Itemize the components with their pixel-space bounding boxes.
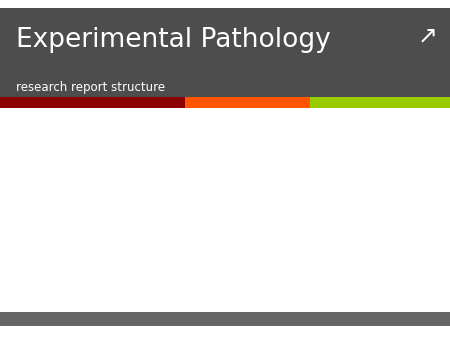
Bar — [0, 97, 185, 108]
Bar — [185, 97, 310, 108]
Text: research report structure: research report structure — [16, 80, 165, 94]
Text: ↗: ↗ — [418, 24, 438, 48]
Bar — [0, 312, 450, 326]
Bar — [310, 97, 450, 108]
Text: Experimental Pathology: Experimental Pathology — [16, 27, 331, 53]
Bar — [0, 8, 450, 103]
